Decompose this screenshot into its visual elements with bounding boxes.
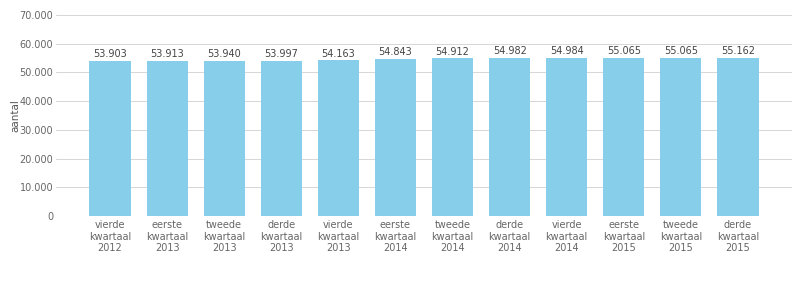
Y-axis label: aantal: aantal (10, 99, 20, 132)
Bar (603, 58, 644, 216)
Text: 54.984: 54.984 (550, 46, 583, 56)
Bar (660, 58, 702, 216)
Bar (489, 58, 530, 216)
Bar (204, 61, 245, 216)
Text: 53.913: 53.913 (150, 50, 184, 59)
Bar (718, 58, 758, 216)
Bar (375, 58, 416, 216)
Text: 53.903: 53.903 (93, 50, 127, 59)
Text: 54.843: 54.843 (378, 47, 412, 57)
Bar (546, 58, 587, 216)
Bar (261, 61, 302, 216)
Text: 55.065: 55.065 (607, 46, 641, 56)
Text: 55.162: 55.162 (721, 46, 755, 56)
Text: 54.912: 54.912 (436, 46, 470, 57)
Bar (90, 61, 130, 216)
Bar (146, 61, 188, 216)
Text: 54.163: 54.163 (322, 49, 355, 59)
Text: 54.982: 54.982 (493, 46, 526, 56)
Text: 53.997: 53.997 (264, 49, 298, 59)
Text: 53.940: 53.940 (207, 50, 241, 59)
Text: 55.065: 55.065 (664, 46, 698, 56)
Bar (318, 61, 359, 216)
Bar (432, 58, 473, 216)
